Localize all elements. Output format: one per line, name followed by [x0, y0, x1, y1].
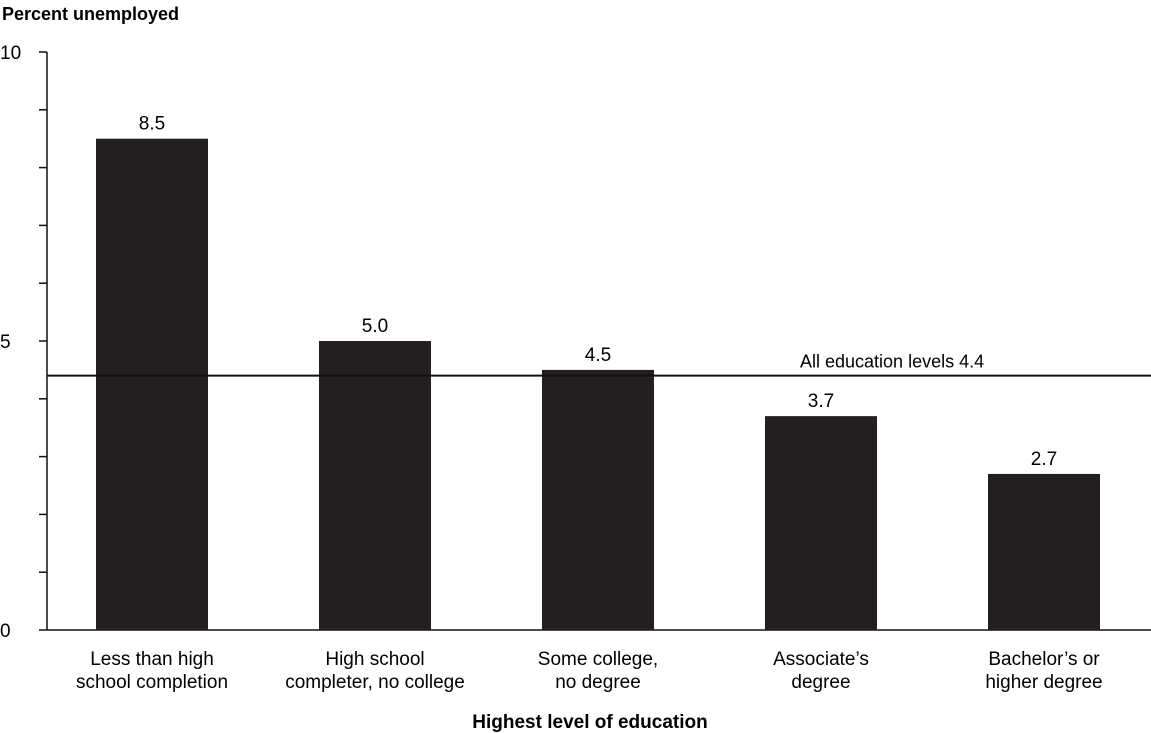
category-label: Bachelor’s or higher degree [985, 649, 1102, 693]
reference-line-label: All education levels 4.4 [800, 352, 984, 372]
bar [542, 369, 654, 630]
bar [96, 138, 208, 630]
y-axis-title: Percent unemployed [2, 4, 179, 24]
data-label: 5.0 [362, 316, 388, 337]
reference-line-group: All education levels 4.4 [47, 352, 1151, 377]
category-label-line: Associate’s [773, 649, 869, 670]
data-label: 4.5 [585, 345, 611, 366]
data-label: 2.7 [1031, 449, 1057, 470]
category-label: Less than high school completion [76, 649, 228, 693]
data-label: 8.5 [139, 114, 165, 135]
bar [765, 416, 877, 630]
category-label-line: degree [791, 672, 850, 693]
category-label-line: Bachelor’s or [988, 649, 1100, 670]
data-label: 3.7 [808, 391, 834, 412]
y-tick-label: 10 [0, 43, 21, 64]
y-tick-label: 0 [0, 621, 11, 642]
category-label-line: Some college, [538, 649, 658, 670]
category-label: High school completer, no college [285, 649, 465, 693]
category-label-line: Less than high [90, 649, 214, 670]
bar [988, 473, 1100, 630]
category-label-line: higher degree [985, 672, 1102, 693]
category-label-line: no degree [555, 672, 641, 693]
x-axis-title: Highest level of education [472, 712, 707, 733]
category-label: Associate’s degree [773, 649, 869, 693]
category-label: Some college, no degree [538, 649, 658, 693]
bars [96, 138, 1100, 630]
category-label-line: school completion [76, 672, 228, 693]
data-labels: 8.5 5.0 4.5 3.7 2.7 [139, 114, 1057, 470]
y-tick-label: 5 [0, 332, 11, 353]
category-labels: Less than high school completion High scho… [76, 649, 1103, 693]
category-label-line: completer, no college [285, 672, 465, 693]
bar [319, 341, 431, 630]
category-label-line: High school [325, 649, 424, 670]
